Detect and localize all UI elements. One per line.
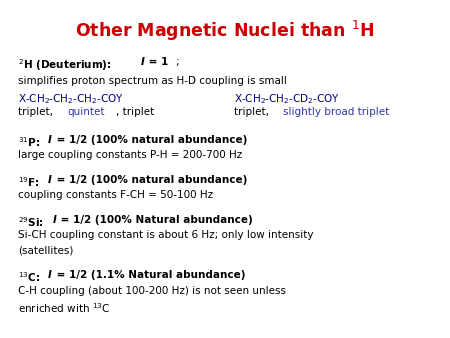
Text: coupling constants F-CH = 50-100 Hz: coupling constants F-CH = 50-100 Hz	[18, 190, 213, 200]
Text: $^{31}$P:: $^{31}$P:	[18, 135, 41, 149]
Text: = 1/2 (100% natural abundance): = 1/2 (100% natural abundance)	[53, 135, 248, 145]
Text: C-H coupling (about 100-200 Hz) is not seen unless: C-H coupling (about 100-200 Hz) is not s…	[18, 286, 286, 296]
Text: X-CH$_2$-CH$_2$-CD$_2$-COY: X-CH$_2$-CH$_2$-CD$_2$-COY	[234, 92, 340, 106]
Text: $^{13}$C:: $^{13}$C:	[18, 270, 41, 284]
Text: ;: ;	[176, 57, 179, 68]
Text: = 1/2 (100% natural abundance): = 1/2 (100% natural abundance)	[53, 175, 247, 185]
Text: X-CH$_2$-CH$_2$-CH$_2$-COY: X-CH$_2$-CH$_2$-CH$_2$-COY	[18, 92, 124, 106]
Text: , triplet: , triplet	[116, 107, 154, 118]
Text: triplet,: triplet,	[18, 107, 56, 118]
Text: (satellites): (satellites)	[18, 245, 73, 256]
Text: large coupling constants P-H = 200-700 Hz: large coupling constants P-H = 200-700 H…	[18, 150, 242, 161]
Text: triplet,: triplet,	[234, 107, 272, 118]
Text: Other Magnetic Nuclei than $^1$H: Other Magnetic Nuclei than $^1$H	[76, 19, 374, 43]
Text: simplifies proton spectrum as H-D coupling is small: simplifies proton spectrum as H-D coupli…	[18, 76, 287, 86]
Text: $^{19}$F:: $^{19}$F:	[18, 175, 41, 189]
Text: I: I	[48, 135, 52, 145]
Text: I: I	[53, 215, 56, 225]
Text: $^{29}$Si:: $^{29}$Si:	[18, 215, 45, 229]
Text: I: I	[48, 175, 51, 185]
Text: = 1/2 (1.1% Natural abundance): = 1/2 (1.1% Natural abundance)	[53, 270, 246, 281]
Text: I: I	[140, 57, 144, 68]
Text: $^2$H (Deuterium):: $^2$H (Deuterium):	[18, 57, 113, 73]
Text: quintet: quintet	[68, 107, 105, 118]
Text: enriched with $^{13}$C: enriched with $^{13}$C	[18, 301, 110, 315]
Text: Si-CH coupling constant is about 6 Hz; only low intensity: Si-CH coupling constant is about 6 Hz; o…	[18, 230, 314, 240]
Text: I: I	[48, 270, 52, 281]
Text: = 1/2 (100% Natural abundance): = 1/2 (100% Natural abundance)	[58, 215, 253, 225]
Text: = 1: = 1	[145, 57, 169, 68]
Text: slightly broad triplet: slightly broad triplet	[284, 107, 390, 118]
